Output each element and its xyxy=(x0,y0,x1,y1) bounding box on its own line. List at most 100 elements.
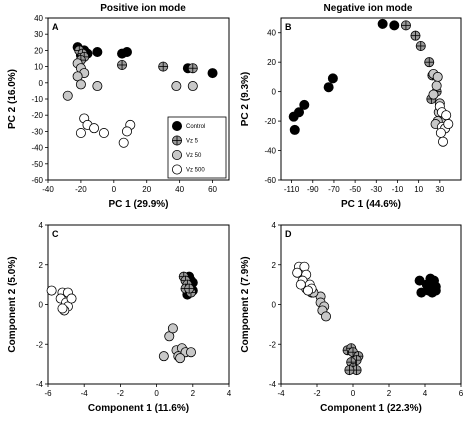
data-point xyxy=(377,18,388,29)
data-point xyxy=(443,119,454,130)
y-tick-label: -50 xyxy=(31,160,43,169)
x-tick-label: -70 xyxy=(328,185,340,194)
x-tick-label: 2 xyxy=(387,389,392,398)
y-tick-label: 4 xyxy=(39,221,44,230)
x-tick-label: 60 xyxy=(208,185,217,194)
y-tick-label: -4 xyxy=(269,380,277,389)
data-point xyxy=(207,68,218,79)
y-tick-label: 10 xyxy=(34,63,43,72)
x-tick-label: -4 xyxy=(81,389,89,398)
y-tick-label: -10 xyxy=(31,95,43,104)
y-tick-label: 30 xyxy=(34,30,43,39)
legend-label: Vz 50 xyxy=(186,153,202,159)
data-point xyxy=(400,20,411,31)
y-tick-label: 20 xyxy=(267,58,276,67)
y-tick-label: -40 xyxy=(264,147,276,156)
x-tick-label: -90 xyxy=(307,185,319,194)
data-point xyxy=(185,347,196,358)
data-point xyxy=(344,365,355,376)
data-point xyxy=(187,81,198,92)
panel-letter: C xyxy=(52,229,59,239)
y-axis-label: PC 2 (16.0%) xyxy=(7,69,18,129)
plot-frame xyxy=(280,224,462,385)
column-title-negative: Negative ion mode xyxy=(324,3,413,14)
series-white xyxy=(75,113,136,148)
plot-frame xyxy=(47,224,230,385)
data-point xyxy=(171,81,182,92)
y-tick-label: -30 xyxy=(31,127,43,136)
y-tick-label: -2 xyxy=(269,340,277,349)
data-point xyxy=(98,128,109,139)
panel-b: -110 -90 -70 -50 -30 -10 10 30 -60 -40 -20 0 20 40 PC … xyxy=(240,17,462,210)
x-tick-label: -110 xyxy=(284,185,300,194)
data-point xyxy=(299,99,310,110)
x-axis-label: Component 1 (22.3%) xyxy=(320,403,422,414)
panel-letter: A xyxy=(52,22,59,32)
legend-marker xyxy=(171,135,182,146)
x-tick-label: 4 xyxy=(227,389,232,398)
y-tick-label: 2 xyxy=(39,261,44,270)
x-tick-label: 0 xyxy=(154,389,159,398)
data-point xyxy=(57,303,68,314)
data-point xyxy=(431,80,442,91)
data-point xyxy=(323,82,334,93)
x-tick-label: -2 xyxy=(313,389,321,398)
y-tick-label: -60 xyxy=(264,176,276,185)
y-tick-label: -20 xyxy=(31,111,43,120)
y-axis-label: Component 2 (5.0%) xyxy=(7,256,18,352)
data-point xyxy=(292,267,303,278)
series-cross xyxy=(74,45,198,74)
data-point xyxy=(289,124,300,135)
y-tick-label: 40 xyxy=(267,29,276,38)
y-axis-label: PC 2 (9.3%) xyxy=(240,72,251,126)
data-point xyxy=(175,353,186,364)
y-tick-label: 0 xyxy=(39,301,44,310)
data-point xyxy=(121,126,132,137)
legend-marker xyxy=(171,164,182,175)
data-point xyxy=(293,107,304,118)
y-tick-label: -60 xyxy=(31,176,43,185)
y-tick-label: -2 xyxy=(36,340,44,349)
data-point xyxy=(75,128,86,139)
data-point xyxy=(432,71,443,82)
data-point xyxy=(327,73,338,84)
y-tick-label: 0 xyxy=(39,79,44,88)
data-point xyxy=(302,285,313,296)
column-title-positive: Positive ion mode xyxy=(100,3,186,14)
data-point xyxy=(92,81,103,92)
panel-letter: D xyxy=(285,229,292,239)
data-point xyxy=(320,311,331,322)
y-tick-label: 0 xyxy=(272,88,277,97)
data-point xyxy=(430,285,441,296)
data-point xyxy=(415,40,426,51)
x-tick-label: -6 xyxy=(44,389,52,398)
x-tick-label: -40 xyxy=(42,185,54,194)
x-tick-label: 30 xyxy=(435,185,444,194)
x-tick-label: -30 xyxy=(371,185,383,194)
data-point xyxy=(410,30,421,41)
x-tick-label: -10 xyxy=(392,185,404,194)
series-white xyxy=(292,261,317,296)
y-axis-label: Component 2 (7.9%) xyxy=(240,256,251,352)
x-tick-label: 10 xyxy=(414,185,423,194)
series-black xyxy=(72,42,218,79)
series-white xyxy=(46,285,77,316)
data-point xyxy=(187,63,198,74)
x-tick-label: 4 xyxy=(423,389,428,398)
x-tick-label: 6 xyxy=(459,389,464,398)
data-point xyxy=(295,279,306,290)
x-tick-label: -50 xyxy=(349,185,361,194)
legend-marker xyxy=(171,121,182,132)
legend-label: Vz 500 xyxy=(186,168,205,174)
x-tick-label: -20 xyxy=(75,185,87,194)
y-tick-label: 20 xyxy=(34,46,43,55)
data-point xyxy=(437,136,448,147)
y-tick-label: -4 xyxy=(36,380,44,389)
data-point xyxy=(92,47,103,58)
y-tick-label: 2 xyxy=(272,261,277,270)
panel-letter: B xyxy=(285,22,292,32)
data-point xyxy=(121,47,132,58)
